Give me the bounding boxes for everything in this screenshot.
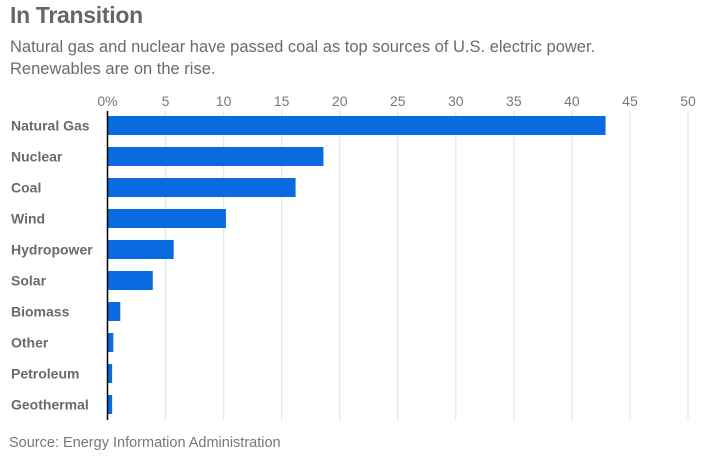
subtitle-line-2: Renewables are on the rise. [10,60,216,78]
x-tick-label: 10 [216,93,232,109]
subtitle-line-1: Natural gas and nuclear have passed coal… [10,38,596,56]
x-tick-label: 0% [97,93,117,109]
category-label: Nuclear [11,149,63,165]
bar [107,178,296,197]
bar [107,116,606,135]
x-tick-label: 45 [622,93,638,109]
category-label: Hydropower [11,242,93,258]
category-labels: Natural Gas Nuclear Coal Wind Hydropower Sola… [11,118,93,413]
x-tick-label: 40 [564,93,580,109]
chart-subtitle: Natural gas and nuclear have passed coal… [10,36,700,80]
bars [107,116,606,414]
bar [107,302,121,321]
x-tick-label: 5 [162,93,170,109]
source-note: Source: Energy Information Administratio… [9,435,281,451]
bar [107,147,324,166]
bar [107,240,174,259]
x-tick-label: 30 [448,93,464,109]
x-tick-label: 15 [274,93,290,109]
bar [107,333,114,352]
x-tick-labels: 0% 5 10 15 20 25 30 35 40 45 50 [97,93,696,109]
category-label: Geothermal [11,397,89,413]
bar [107,364,113,383]
category-label: Natural Gas [11,118,90,134]
category-label: Biomass [11,304,70,320]
bar [107,395,113,414]
category-label: Other [11,335,49,351]
category-label: Petroleum [11,366,79,382]
category-label: Solar [11,273,47,289]
bar [107,271,153,290]
chart-title: In Transition [10,2,143,28]
x-tick-label: 20 [332,93,348,109]
x-tick-label: 50 [680,93,696,109]
category-label: Coal [11,180,41,196]
x-tick-label: 35 [506,93,522,109]
bar [107,209,226,228]
x-tick-label: 25 [390,93,406,109]
category-label: Wind [11,211,45,227]
